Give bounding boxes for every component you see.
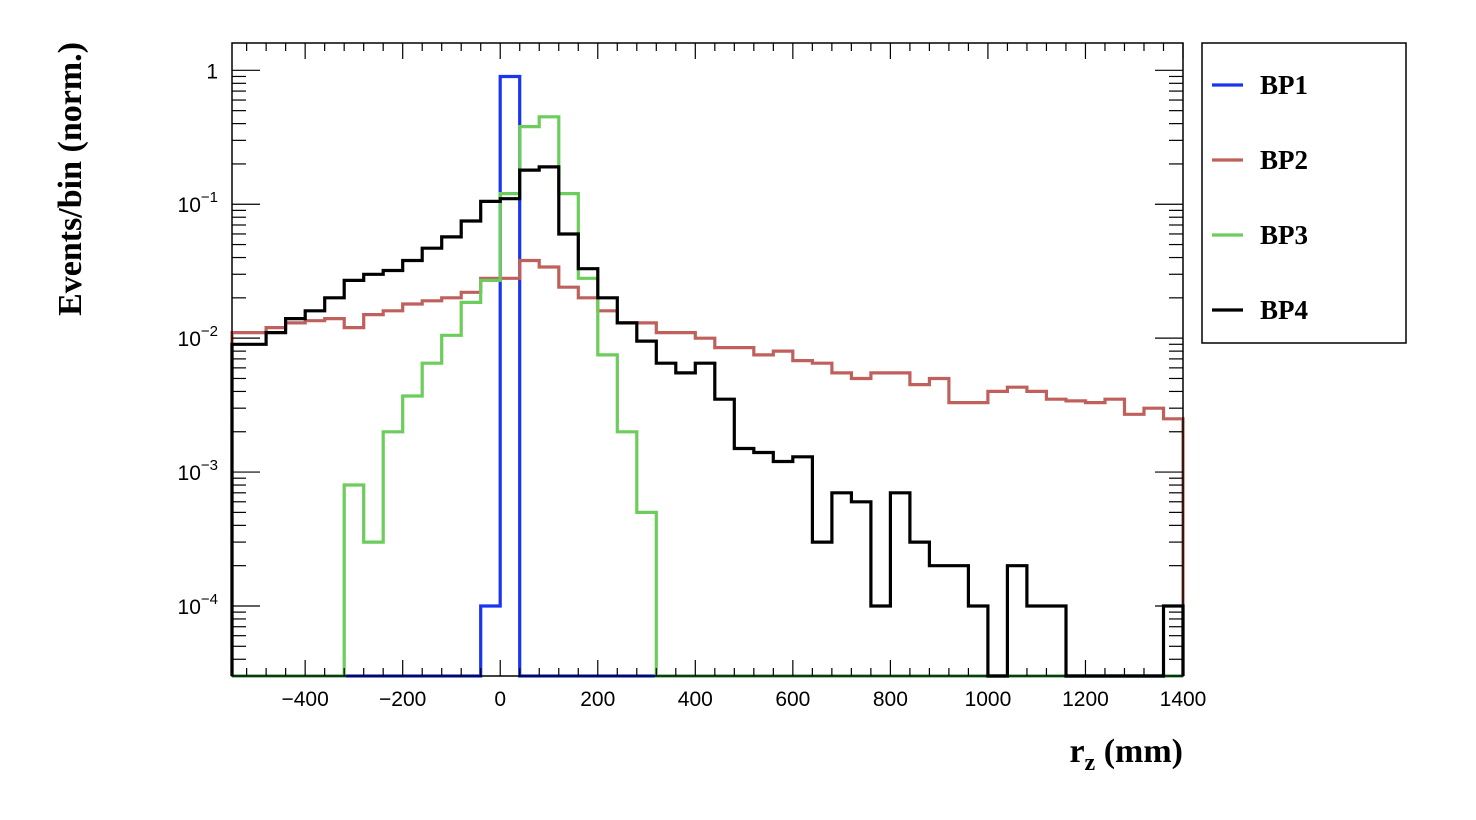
y-tick-exponent: −1 [201,189,218,206]
x-tick-label: 400 [678,688,713,711]
x-axis-title-subscript: z [1085,750,1096,776]
y-tick-label: 10−4 [178,591,218,619]
y-tick-base: 10 [178,462,201,485]
y-tick-label: 1 [206,60,218,83]
y-tick-exponent: −4 [201,591,218,608]
x-tick-label: −400 [281,688,328,711]
plot-frame [231,42,1184,677]
legend: BP1 BP2 BP3 BP4 [1201,42,1407,344]
y-tick-label: 10−2 [178,323,218,351]
series-bp1-line [232,74,1183,678]
legend-box [1201,42,1407,344]
x-tick-label: 1400 [1160,688,1207,711]
x-axis-title-main: r [1069,733,1084,770]
tick-labels: −400 −200 0 200 400 600 800 1000 1200 1400110−110… [178,60,1207,711]
legend-label-bp4: BP4 [1260,295,1308,325]
x-tick-label: 800 [873,688,908,711]
series-bp2-line [230,258,1185,676]
x-tick-label: 1000 [965,688,1012,711]
series-bp4-line [230,165,1185,678]
x-tick-label: 600 [775,688,810,711]
legend-label-bp3: BP3 [1260,220,1308,250]
x-tick-label: 200 [580,688,615,711]
y-tick-exponent: −3 [201,457,218,474]
legend-label-bp2: BP2 [1260,145,1308,175]
x-tick-label: 0 [494,688,506,711]
x-tick-label: −200 [379,688,426,711]
series-layer [230,74,1185,678]
x-axis-title: rz (mm) [1069,733,1183,776]
y-tick-base: 1 [206,60,218,83]
x-tick-label: 1200 [1062,688,1109,711]
y-tick-base: 10 [178,328,201,351]
legend-label-bp1: BP1 [1260,70,1308,100]
x-axis-title-unit: (mm) [1095,733,1183,770]
y-tick-base: 10 [178,596,201,619]
axes-layer [231,42,1184,677]
y-tick-base: 10 [178,194,201,217]
y-tick-label: 10−3 [178,457,218,485]
y-axis-title: Events/bin (norm.) [52,42,89,316]
y-tick-exponent: −2 [201,323,218,340]
y-tick-label: 10−1 [178,189,218,217]
series-bp3-line [232,115,1183,678]
